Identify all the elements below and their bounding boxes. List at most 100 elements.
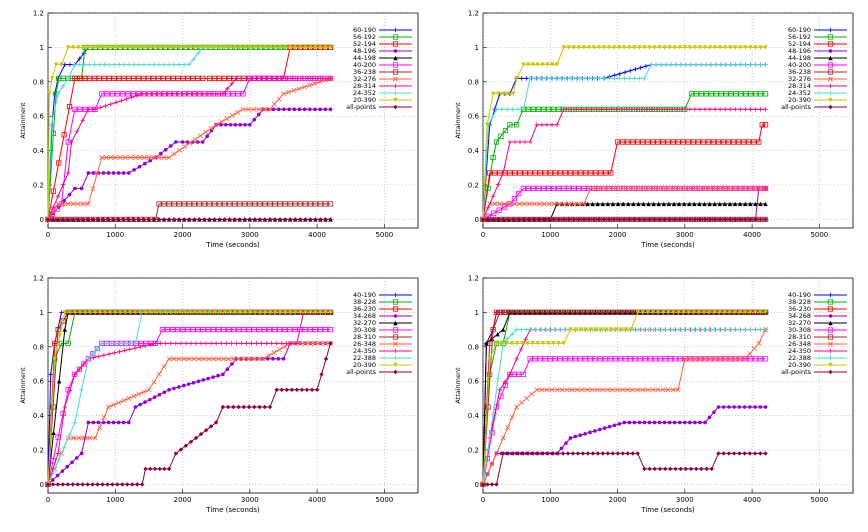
plot-frame: [482, 12, 854, 229]
data-point: [698, 62, 704, 67]
data-point: [635, 310, 640, 315]
data-point: [703, 91, 709, 97]
data-point: [631, 201, 636, 207]
data-point: [691, 310, 697, 315]
data-point: [192, 310, 198, 315]
data-point: [539, 387, 545, 393]
data-point: [266, 353, 272, 359]
data-point: [580, 451, 586, 456]
series-line: [482, 93, 766, 220]
data-point: [505, 451, 511, 456]
data-point: [585, 451, 591, 456]
data-point: [569, 387, 575, 393]
data-point: [577, 309, 583, 316]
legend-label: 56-192: [788, 33, 811, 41]
data-point: [722, 45, 728, 50]
data-point: [156, 45, 162, 50]
data-point: [625, 451, 630, 456]
data-point: [681, 201, 687, 207]
legend-marker: [393, 320, 398, 326]
data-point: [600, 451, 606, 456]
y-tick-label: 1.2: [33, 10, 44, 18]
data-point: [707, 45, 713, 50]
data-point: [230, 362, 234, 366]
data-point: [246, 404, 252, 410]
data-point: [617, 217, 622, 222]
data-point: [230, 91, 236, 97]
data-point: [256, 106, 262, 112]
data-point: [567, 309, 573, 316]
data-point: [289, 387, 295, 392]
data-point: [543, 327, 549, 332]
series-all-points: [480, 217, 768, 222]
data-point: [111, 402, 117, 408]
data-point: [519, 76, 524, 81]
data-point: [592, 356, 598, 362]
data-point: [507, 201, 513, 207]
legend-marker: [828, 369, 833, 375]
series-line: [482, 108, 766, 220]
legend-marker: [393, 314, 398, 318]
data-point: [120, 482, 125, 487]
data-point: [55, 217, 61, 222]
data-point: [512, 170, 518, 176]
data-point: [240, 356, 246, 362]
data-point: [248, 310, 253, 315]
data-point: [239, 341, 244, 346]
data-point: [758, 62, 763, 67]
data-point: [102, 62, 107, 67]
data-point: [109, 341, 114, 346]
data-point: [50, 217, 56, 222]
data-point: [520, 451, 526, 456]
data-point: [692, 327, 697, 332]
data-point: [547, 309, 553, 316]
data-point: [86, 420, 91, 425]
data-point: [289, 341, 295, 346]
data-point: [667, 356, 673, 362]
series-24-352: [480, 62, 768, 222]
data-point: [565, 451, 571, 456]
data-point: [126, 395, 132, 401]
data-point: [56, 457, 61, 462]
data-point: [570, 451, 576, 456]
legend-label: 22-388: [788, 354, 811, 362]
data-point: [753, 201, 758, 207]
data-point: [117, 310, 123, 315]
legend-label: 24-352: [788, 89, 811, 97]
data-point: [502, 379, 508, 385]
data-point: [50, 188, 56, 194]
data-point: [132, 345, 138, 351]
data-point: [236, 356, 241, 362]
data-point: [676, 327, 682, 332]
data-point: [662, 356, 668, 362]
data-point: [75, 201, 81, 207]
data-point: [552, 356, 558, 362]
legend-marker: [827, 62, 834, 68]
data-point: [688, 185, 694, 191]
data-point: [207, 45, 212, 50]
data-point: [111, 75, 117, 81]
data-point: [540, 451, 546, 456]
data-point: [748, 185, 754, 191]
data-point: [267, 404, 273, 410]
data-point: [119, 98, 124, 103]
legend-marker: [393, 76, 398, 82]
data-point: [622, 45, 627, 50]
data-point: [131, 75, 137, 81]
data-point: [494, 482, 499, 487]
legend-label: 44-198: [788, 54, 811, 62]
data-point: [298, 45, 303, 50]
data-point: [224, 116, 230, 122]
data-point: [688, 91, 695, 97]
data-point: [709, 466, 714, 472]
data-point: [707, 327, 712, 332]
data-point: [210, 91, 216, 97]
data-point: [206, 201, 213, 207]
data-point: [666, 327, 672, 332]
data-point: [111, 171, 116, 175]
data-point: [544, 122, 550, 127]
data-point: [302, 326, 308, 333]
data-point: [220, 326, 227, 333]
data-point: [557, 170, 563, 176]
data-point: [308, 45, 313, 50]
